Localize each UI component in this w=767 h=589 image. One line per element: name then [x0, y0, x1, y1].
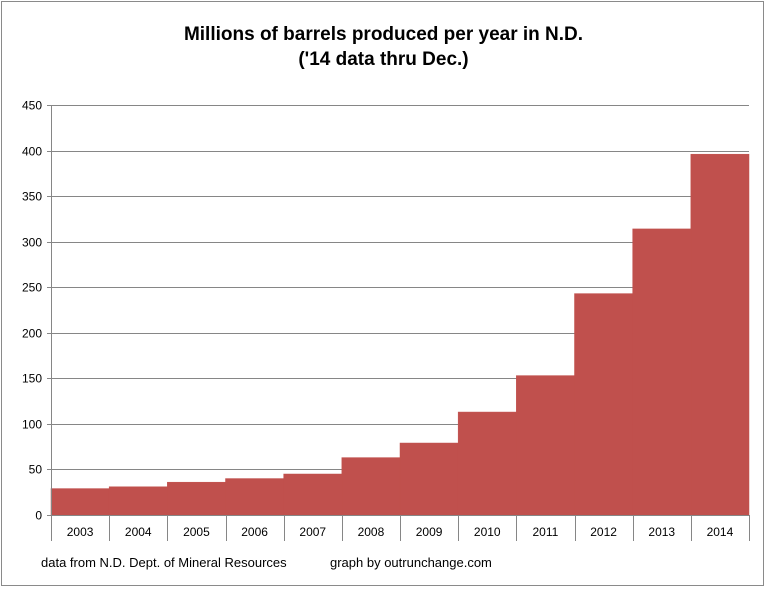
x-tick-label: 2010 [474, 525, 501, 539]
bar-2014 [690, 153, 750, 516]
bar-2009 [399, 442, 459, 516]
bar-2006 [225, 478, 284, 516]
x-tick-label: 2014 [707, 525, 734, 539]
bar-2004 [108, 486, 168, 516]
x-tick-label: 2012 [590, 525, 617, 539]
bar-2008 [341, 457, 401, 516]
bar-2005 [167, 481, 226, 516]
y-tick-label: 450 [22, 99, 42, 113]
data-source-note: data from N.D. Dept. of Mineral Resource… [41, 555, 287, 570]
graph-credit: graph by outrunchange.com [330, 555, 492, 570]
x-tick-label: 2004 [125, 525, 152, 539]
y-tick-label: 150 [22, 372, 42, 386]
bar-2010 [457, 411, 517, 516]
y-tick-label: 50 [29, 463, 43, 477]
y-tick-label: 0 [35, 509, 42, 523]
x-tick-label: 2003 [67, 525, 94, 539]
x-tick-label: 2013 [648, 525, 675, 539]
axes [51, 105, 750, 541]
bar-2011 [516, 375, 575, 516]
x-tick-label: 2008 [358, 525, 385, 539]
y-tick-label: 400 [22, 145, 42, 159]
bar-2007 [283, 473, 343, 516]
x-tick-label: 2007 [299, 525, 326, 539]
y-tick-labels: 0 50 100 150 200 250 300 350 400 450 [22, 99, 42, 523]
x-tick-label: 2006 [241, 525, 268, 539]
y-tick-label: 300 [22, 236, 42, 250]
bar-2012 [574, 293, 633, 516]
y-tick-label: 250 [22, 281, 42, 295]
x-tick-label: 2009 [416, 525, 443, 539]
bars [50, 153, 750, 516]
chart-title: Millions of barrels produced per year in… [183, 24, 584, 45]
x-tick-label: 2005 [183, 525, 210, 539]
y-tick-label: 100 [22, 418, 42, 432]
y-tick-label: 350 [22, 190, 42, 204]
x-tick-label: 2011 [533, 525, 559, 539]
bar-2013 [632, 228, 692, 516]
bar-2003 [50, 488, 110, 516]
x-tick-labels: 2003 2004 2005 2006 2007 2008 2009 2010 2011 2012… [67, 525, 734, 539]
chart-subtitle: ('14 data thru Dec.) [298, 49, 469, 70]
y-tick-label: 200 [22, 327, 42, 341]
